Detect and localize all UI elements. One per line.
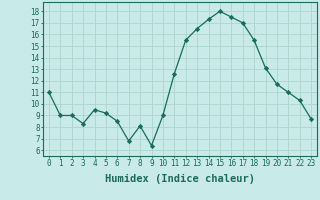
X-axis label: Humidex (Indice chaleur): Humidex (Indice chaleur): [105, 174, 255, 184]
